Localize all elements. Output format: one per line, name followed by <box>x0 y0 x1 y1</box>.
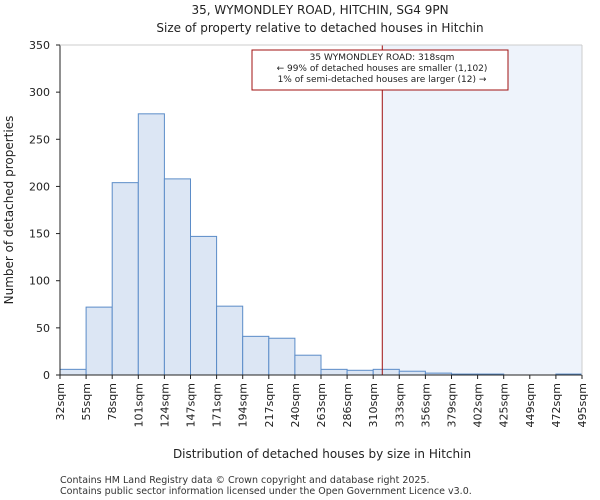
x-tick-label: 333sqm <box>393 383 406 427</box>
y-axis-label: Number of detached properties <box>2 116 16 305</box>
x-tick-label: 286sqm <box>341 383 354 427</box>
y-tick-label: 300 <box>29 86 50 99</box>
chart-subtitle: Size of property relative to detached ho… <box>156 21 483 35</box>
x-tick-label: 356sqm <box>419 383 432 427</box>
y-tick-label: 50 <box>36 322 50 335</box>
bar-263sqm <box>320 368 348 376</box>
marker-annotation: 35 WYMONDLEY ROAD: 318sqm ← 99% of detac… <box>251 49 509 91</box>
footer-line-2: Contains public sector information licen… <box>60 486 472 497</box>
x-tick-label: 263sqm <box>315 383 328 427</box>
y-tick-label: 150 <box>29 228 50 241</box>
bar-217sqm <box>268 337 296 376</box>
y-tick-label: 250 <box>29 133 50 146</box>
bar-286sqm <box>346 369 374 376</box>
annotation-frame <box>251 49 509 91</box>
bar-124sqm <box>163 178 191 376</box>
x-tick-label: 147sqm <box>185 383 198 427</box>
x-tick-label: 402sqm <box>472 383 485 427</box>
bar-147sqm <box>190 235 218 376</box>
x-tick-label: 101sqm <box>132 383 145 427</box>
bar-32sqm <box>59 368 87 376</box>
bar-101sqm <box>137 113 165 376</box>
y-tick-label: 100 <box>29 275 50 288</box>
bar-78sqm <box>111 182 139 376</box>
annotation-line-3: 1% of semi-detached houses are larger (1… <box>278 75 487 85</box>
x-tick-label: 310sqm <box>367 383 380 427</box>
highlight-region <box>382 45 582 375</box>
x-tick-label: 194sqm <box>237 383 250 427</box>
x-axis-label: Distribution of detached houses by size … <box>173 447 471 461</box>
x-tick-label: 472sqm <box>550 383 563 427</box>
y-tick-label: 0 <box>43 369 50 382</box>
x-tick-label: 124sqm <box>158 383 171 427</box>
bar-171sqm <box>216 305 244 376</box>
y-tick-label: 200 <box>29 180 50 193</box>
bar-240sqm <box>294 354 322 376</box>
x-tick-label: 32sqm <box>54 383 67 420</box>
annotation-line-2: ← 99% of detached houses are smaller (1,… <box>277 64 488 74</box>
x-tick-label: 425sqm <box>498 383 511 427</box>
y-tick-label: 350 <box>29 39 50 52</box>
chart-title: 35, WYMONDLEY ROAD, HITCHIN, SG4 9PN <box>191 3 448 17</box>
bar-55sqm <box>85 306 113 376</box>
footer-line-1: Contains HM Land Registry data © Crown c… <box>60 475 430 486</box>
bar-194sqm <box>242 335 270 376</box>
x-tick-label: 78sqm <box>106 383 119 420</box>
x-tick-label: 240sqm <box>289 383 302 427</box>
bar-333sqm <box>398 370 426 376</box>
x-tick-label: 379sqm <box>446 383 459 427</box>
x-tick-label: 171sqm <box>211 383 224 427</box>
annotation-line-1: 35 WYMONDLEY ROAD: 318sqm <box>310 53 455 63</box>
x-tick-label: 55sqm <box>80 383 93 420</box>
bar-310sqm <box>372 368 400 376</box>
x-tick-label: 495sqm <box>576 383 589 427</box>
x-tick-label: 449sqm <box>524 383 537 427</box>
x-tick-label: 217sqm <box>263 383 276 427</box>
